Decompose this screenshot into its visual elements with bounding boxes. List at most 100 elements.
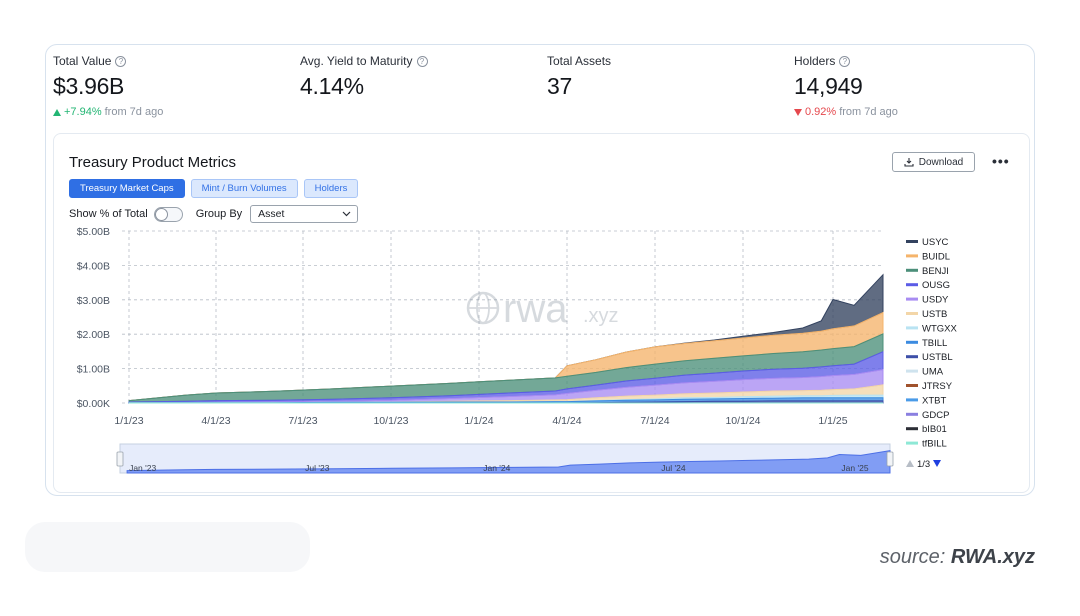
help-icon[interactable]: ? xyxy=(416,55,428,67)
legend-swatch xyxy=(906,268,918,272)
legend-item-uma[interactable]: UMA xyxy=(906,367,944,378)
range-navigator: Jan '23 Jul '23 Jan '24 Jul '24 Jan '25 xyxy=(116,443,894,474)
legend-swatch xyxy=(906,326,918,330)
y-tick-label: $4.00B xyxy=(77,260,110,272)
legend-item-ustb[interactable]: USTB xyxy=(906,309,947,320)
download-button[interactable]: Download xyxy=(892,152,975,172)
group-by-select[interactable]: Asset xyxy=(250,205,359,223)
show-pct-toggle[interactable] xyxy=(153,206,183,222)
change-value: 0.92% xyxy=(805,106,837,118)
help-icon[interactable]: ? xyxy=(115,55,127,67)
y-tick-label: $2.00B xyxy=(77,329,110,341)
globe-meridian xyxy=(476,292,490,324)
legend-item-benji[interactable]: BENJI xyxy=(906,266,949,277)
legend-label: GDCP xyxy=(922,410,949,421)
legend-item-ousg[interactable]: OUSG xyxy=(906,280,950,291)
legend-item-ustbl[interactable]: USTBL xyxy=(906,352,953,363)
legend-next-icon[interactable] xyxy=(933,460,941,467)
grid: $0.00K $1.00B $2.00B $3.00B $4.00B $5.00B 1/1/… xyxy=(77,226,883,427)
stat-value: 14,949 xyxy=(794,73,863,99)
stat-label: Avg. Yield to Maturity xyxy=(300,54,413,68)
legend-label: UMA xyxy=(922,367,944,378)
stat-value: $3.96B xyxy=(53,73,125,99)
group-by-value: Asset xyxy=(258,208,285,220)
legend-swatch xyxy=(906,369,918,373)
y-tick-label: $0.00K xyxy=(77,398,110,410)
stat-label-row: Total Value ? xyxy=(53,54,163,68)
legend-swatch xyxy=(906,283,918,287)
source-prefix: source: xyxy=(879,546,951,568)
y-tick-label: $5.00B xyxy=(77,226,110,238)
legend-label: WTGXX xyxy=(922,323,957,334)
tab-mint-burn[interactable]: Mint / Burn Volumes xyxy=(190,179,298,198)
legend-swatch xyxy=(906,254,918,258)
legend-swatch xyxy=(906,427,918,431)
show-pct-label: Show % of Total xyxy=(69,208,148,220)
stat-holders: Holders ? 14,949 0.92% from 7d ago xyxy=(794,54,898,118)
legend-label: tfBILL xyxy=(922,439,947,450)
arrow-down-icon xyxy=(794,108,802,116)
legend-swatch xyxy=(906,355,918,359)
legend-item-usyc[interactable]: USYC xyxy=(906,237,949,248)
legend-item-jtrsy[interactable]: JTRSY xyxy=(906,381,953,392)
legend-swatch xyxy=(906,297,918,301)
legend-item-tbill[interactable]: TBILL xyxy=(906,338,947,349)
stat-label-row: Holders ? xyxy=(794,54,898,68)
legend-item-xtbt[interactable]: XTBT xyxy=(906,395,946,406)
legend-swatch xyxy=(906,340,918,344)
legend-swatch xyxy=(906,240,918,243)
legend-swatch xyxy=(906,412,918,416)
navigator-label: Jan '25 xyxy=(841,463,868,473)
stat-value: 37 xyxy=(547,73,572,99)
download-label: Download xyxy=(918,156,964,168)
stat-value: 4.14% xyxy=(300,73,364,99)
legend-item-tfbill[interactable]: tfBILL xyxy=(906,439,947,450)
legend-swatch xyxy=(906,441,918,445)
navigator-handle-left[interactable] xyxy=(116,451,124,467)
legend-label: USDY xyxy=(922,295,949,306)
legend-label: USYC xyxy=(922,237,949,248)
chevron-down-icon xyxy=(342,211,351,217)
legend-item-gdcp[interactable]: GDCP xyxy=(906,410,949,421)
chart-controls: Show % of Total Group By Asset xyxy=(69,205,359,223)
group-by-label: Group By xyxy=(195,208,243,220)
change-suffix: from 7d ago xyxy=(839,106,898,118)
x-tick-label: 10/1/23 xyxy=(373,415,408,427)
legend-item-bib01[interactable]: bIB01 xyxy=(906,424,947,435)
change-value: +7.94% xyxy=(64,106,102,118)
legend-label: bIB01 xyxy=(922,424,947,435)
y-tick-label: $3.00B xyxy=(77,295,110,307)
legend-label: USTBL xyxy=(922,352,953,363)
legend: USYC BUIDL BENJI OUSG USDY USTB WTGXX TBILL USTB… xyxy=(906,237,957,470)
legend-label: TBILL xyxy=(922,338,947,349)
stat-avg-yield: Avg. Yield to Maturity ? 4.14% xyxy=(300,54,428,100)
legend-label: BENJI xyxy=(922,266,949,277)
source-caption: source: RWA.xyz xyxy=(880,546,1035,569)
globe-icon xyxy=(466,291,500,325)
help-icon[interactable]: ? xyxy=(839,55,851,67)
toggle-knob xyxy=(154,207,168,221)
tab-holders[interactable]: Holders xyxy=(303,179,359,198)
navigator-series xyxy=(126,450,891,474)
navigator-label: Jan '24 xyxy=(483,463,510,473)
area-layers xyxy=(128,273,884,404)
x-tick-label: 1/1/23 xyxy=(114,415,143,427)
panel-title: Treasury Product Metrics xyxy=(69,154,236,171)
legend-label: OUSG xyxy=(922,280,950,291)
legend-label: JTRSY xyxy=(922,381,953,392)
legend-item-buidl[interactable]: BUIDL xyxy=(906,251,950,262)
stat-total-value: Total Value ? $3.96B +7.94% from 7d ago xyxy=(53,54,163,118)
tab-market-caps[interactable]: Treasury Market Caps xyxy=(69,179,185,198)
navigator-handle-right[interactable] xyxy=(886,451,894,467)
legend-item-usdy[interactable]: USDY xyxy=(906,295,949,306)
x-tick-label: 4/1/23 xyxy=(201,415,230,427)
legend-prev-icon[interactable] xyxy=(906,460,914,467)
stat-change: 0.92% from 7d ago xyxy=(794,106,898,118)
more-options-button[interactable]: ••• xyxy=(992,153,1010,169)
legend-label: XTBT xyxy=(922,395,946,406)
stat-label: Total Assets xyxy=(547,54,612,68)
x-tick-label: 10/1/24 xyxy=(725,415,760,427)
legend-item-wtgxx[interactable]: WTGXX xyxy=(906,323,957,334)
y-tick-label: $1.00B xyxy=(77,364,110,376)
